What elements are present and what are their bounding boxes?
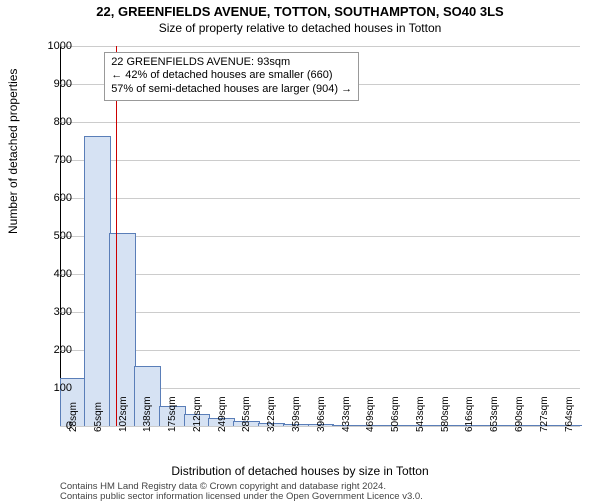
chart-subtitle: Size of property relative to detached ho…	[0, 21, 600, 35]
x-tick-label: 506sqm	[390, 396, 401, 432]
x-tick-label: 102sqm	[118, 396, 129, 432]
y-tick-label: 400	[32, 268, 72, 280]
grid-line	[60, 274, 580, 275]
plot-area: 28sqm65sqm102sqm138sqm175sqm212sqm249sqm…	[60, 46, 580, 426]
y-tick-label: 200	[32, 344, 72, 356]
x-tick-label: 249sqm	[217, 396, 228, 432]
grid-line	[60, 236, 580, 237]
x-tick-label: 175sqm	[167, 396, 178, 432]
y-tick-label: 800	[32, 116, 72, 128]
y-tick-label: 1000	[32, 40, 72, 52]
x-tick-label: 543sqm	[415, 396, 426, 432]
x-tick-label: 433sqm	[341, 396, 352, 432]
x-tick-label: 469sqm	[365, 396, 376, 432]
x-tick-label: 580sqm	[440, 396, 451, 432]
x-tick-label: 322sqm	[266, 396, 277, 432]
reference-line	[116, 46, 118, 426]
grid-line	[60, 46, 580, 47]
x-tick-label: 727sqm	[539, 396, 550, 432]
histogram-bar	[84, 136, 111, 426]
grid-line	[60, 312, 580, 313]
x-tick-label: 65sqm	[93, 402, 104, 432]
chart-title: 22, GREENFIELDS AVENUE, TOTTON, SOUTHAMP…	[0, 4, 600, 19]
y-axis-label: Number of detached properties	[6, 69, 20, 234]
y-tick-label: 100	[32, 382, 72, 394]
grid-line	[60, 350, 580, 351]
x-tick-label: 653sqm	[489, 396, 500, 432]
y-tick-label: 0	[32, 420, 72, 432]
y-tick-label: 900	[32, 78, 72, 90]
x-axis-label: Distribution of detached houses by size …	[0, 464, 600, 478]
x-tick-label: 138sqm	[142, 396, 153, 432]
y-tick-label: 500	[32, 230, 72, 242]
annotation-line: 57% of semi-detached houses are larger (…	[111, 83, 352, 97]
x-tick-label: 396sqm	[316, 396, 327, 432]
grid-line	[60, 198, 580, 199]
y-tick-label: 600	[32, 192, 72, 204]
footer-line2: Contains public sector information licen…	[60, 492, 423, 502]
x-tick-label: 285sqm	[241, 396, 252, 432]
x-tick-label: 359sqm	[291, 396, 302, 432]
x-tick-label: 764sqm	[564, 396, 575, 432]
x-tick-label: 690sqm	[514, 396, 525, 432]
annotation-box: 22 GREENFIELDS AVENUE: 93sqm← 42% of det…	[104, 52, 359, 101]
grid-line	[60, 122, 580, 123]
y-tick-label: 700	[32, 154, 72, 166]
x-tick-label: 616sqm	[464, 396, 475, 432]
y-tick-label: 300	[32, 306, 72, 318]
x-tick-label: 212sqm	[192, 396, 203, 432]
annotation-line: ← 42% of detached houses are smaller (66…	[111, 69, 352, 83]
grid-line	[60, 160, 580, 161]
annotation-line: 22 GREENFIELDS AVENUE: 93sqm	[111, 56, 352, 70]
